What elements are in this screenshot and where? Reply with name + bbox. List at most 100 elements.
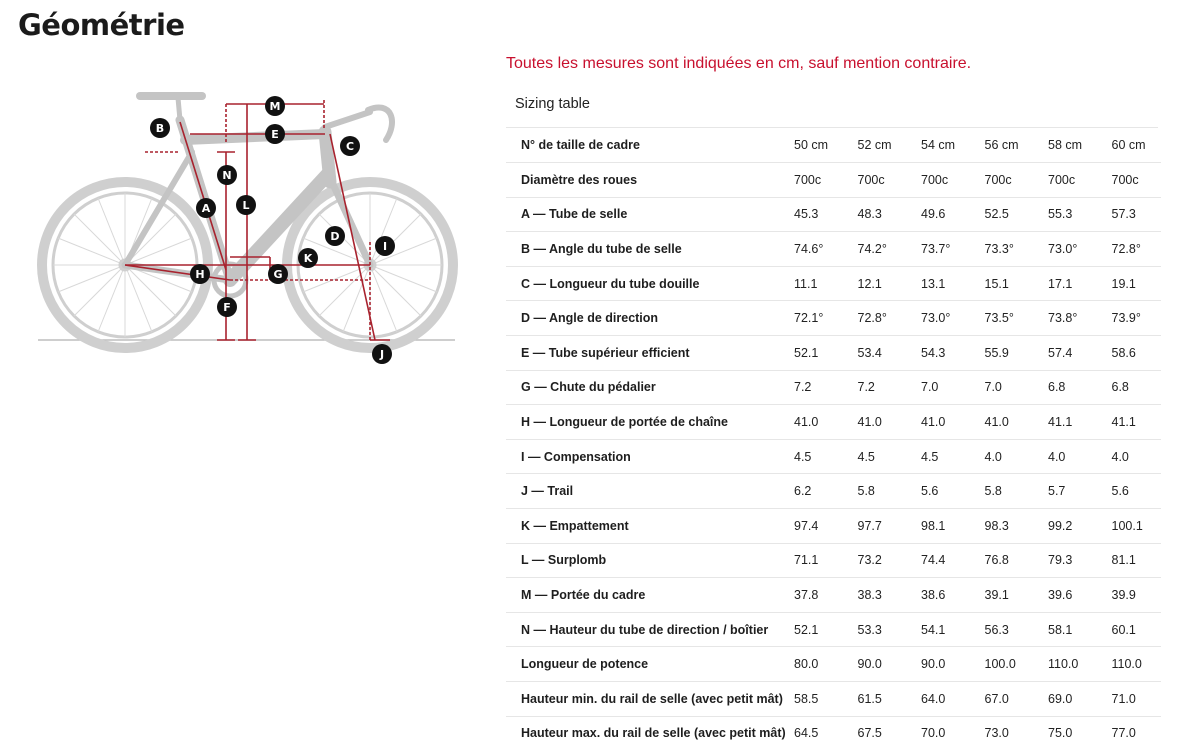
units-notice: Toutes les mesures sont indiquées en cm,… — [506, 55, 972, 72]
row-value: 38.3 — [843, 577, 907, 613]
row-value: 73.0° — [907, 300, 971, 337]
row-value: 48.3 — [843, 197, 907, 233]
row-value: 81.1 — [1097, 543, 1161, 579]
row-value: 19.1 — [1097, 266, 1161, 302]
row-label: H — Longueur de portée de chaîne — [506, 404, 780, 440]
row-value: 41.0 — [907, 404, 971, 440]
sizing-table-caption: Sizing table — [506, 86, 1158, 128]
row-value: 7.0 — [907, 370, 971, 406]
row-label: A — Tube de selle — [506, 197, 780, 233]
row-value: 60.1 — [1097, 612, 1161, 648]
row-value: 99.2 — [1034, 508, 1098, 544]
marker-i — [375, 236, 395, 256]
row-value: 39.9 — [1097, 577, 1161, 613]
row-value: 5.6 — [907, 473, 971, 510]
row-value: 700c — [907, 162, 971, 198]
row-value: 41.0 — [843, 404, 907, 440]
row-value: 15.1 — [970, 266, 1034, 302]
row-value: 73.9° — [1097, 300, 1161, 337]
row-value: 4.0 — [1097, 439, 1161, 475]
row-value: 69.0 — [1034, 681, 1098, 717]
diagram-labels: B M E C N A L D I K H G F J — [150, 96, 395, 364]
row-value: 97.4 — [780, 508, 844, 544]
row-value: 73.8° — [1034, 300, 1098, 337]
row-value: 6.8 — [1097, 370, 1161, 406]
row-value: 73.5° — [970, 300, 1034, 337]
svg-text:B: B — [156, 122, 164, 135]
table-row: H — Longueur de portée de chaîne 41.0 41.0… — [506, 404, 1161, 440]
row-value: 57.4 — [1034, 335, 1098, 371]
row-value: 58.6 — [1097, 335, 1161, 371]
row-value: 38.6 — [907, 577, 971, 613]
sizing-table-container: Sizing table N° de taille de cadre 50 cm… — [506, 86, 1161, 747]
svg-text:F: F — [223, 301, 231, 314]
row-value: 73.3° — [970, 231, 1034, 267]
marker-e — [265, 124, 285, 144]
row-value: 72.8° — [843, 300, 907, 337]
row-label: B — Angle du tube de selle — [506, 231, 780, 267]
svg-text:L: L — [242, 199, 249, 212]
row-value: 56.3 — [970, 612, 1034, 648]
row-value: 71.0 — [1097, 681, 1161, 717]
row-label: G — Chute du pédalier — [506, 370, 780, 406]
row-value: 4.0 — [1034, 439, 1098, 475]
row-value: 11.1 — [780, 266, 844, 302]
row-value: 17.1 — [1034, 266, 1098, 302]
marker-j — [372, 344, 392, 364]
marker-g — [268, 264, 288, 284]
row-value: 5.7 — [1034, 473, 1098, 510]
row-value: 73.0 — [970, 716, 1034, 747]
table-row: Longueur de potence 80.0 90.0 90.0 100.0 110.… — [506, 646, 1161, 682]
row-value: 100.1 — [1097, 508, 1161, 544]
row-value: 79.3 — [1034, 543, 1098, 579]
row-value: 6.2 — [780, 473, 844, 510]
row-value: 45.3 — [780, 197, 844, 233]
row-label: L — Surplomb — [506, 543, 780, 579]
svg-text:C: C — [346, 140, 354, 153]
row-label: K — Empattement — [506, 508, 780, 544]
row-value: 70.0 — [907, 716, 971, 747]
row-value: 64.5 — [780, 716, 844, 747]
row-value: 6.8 — [1034, 370, 1098, 406]
row-value: 5.8 — [843, 473, 907, 510]
row-label: N — Hauteur du tube de direction / boîti… — [506, 612, 780, 648]
row-value: 58.5 — [780, 681, 844, 717]
table-row: L — Surplomb 71.1 73.2 74.4 76.8 79.3 81.1 — [506, 543, 1161, 579]
table-row: Diamètre des roues 700c 700c 700c 700c 700c 70… — [506, 162, 1161, 198]
row-value: 700c — [1034, 162, 1098, 198]
marker-n — [217, 165, 237, 185]
row-value: 7.0 — [970, 370, 1034, 406]
row-value: 74.4 — [907, 543, 971, 579]
svg-text:J: J — [379, 348, 384, 361]
marker-c — [340, 136, 360, 156]
row-value: 52.5 — [970, 197, 1034, 233]
row-value: 55.3 — [1034, 197, 1098, 233]
row-label: Diamètre des roues — [506, 162, 780, 198]
row-value: 77.0 — [1097, 716, 1161, 747]
svg-text:I: I — [383, 240, 387, 253]
row-value: 37.8 — [780, 577, 844, 613]
row-value: 58.1 — [1034, 612, 1098, 648]
size-header: 52 cm — [843, 128, 907, 164]
row-value: 700c — [1097, 162, 1161, 198]
bike-geometry-diagram: B M E C N A L D I K H G F J — [30, 82, 470, 372]
marker-k — [298, 248, 318, 268]
row-value: 55.9 — [970, 335, 1034, 371]
sizing-table: N° de taille de cadre 50 cm 52 cm 54 cm … — [506, 128, 1161, 747]
table-row: B — Angle du tube de selle 74.6° 74.2° 73.7… — [506, 231, 1161, 267]
marker-f — [217, 297, 237, 317]
row-value: 49.6 — [907, 197, 971, 233]
row-value: 54.3 — [907, 335, 971, 371]
table-row: E — Tube supérieur efficient 52.1 53.4 54.3… — [506, 335, 1161, 371]
marker-a — [196, 198, 216, 218]
row-value: 57.3 — [1097, 197, 1161, 233]
page-title: Géométrie — [18, 8, 185, 42]
row-value: 90.0 — [843, 646, 907, 682]
row-value: 52.1 — [780, 335, 844, 371]
svg-text:M: M — [270, 100, 281, 113]
table-row: J — Trail 6.2 5.8 5.6 5.8 5.7 5.6 — [506, 473, 1161, 510]
size-header: 50 cm — [780, 128, 844, 164]
row-label: I — Compensation — [506, 439, 780, 475]
row-value: 7.2 — [780, 370, 844, 406]
row-value: 5.6 — [1097, 473, 1161, 510]
